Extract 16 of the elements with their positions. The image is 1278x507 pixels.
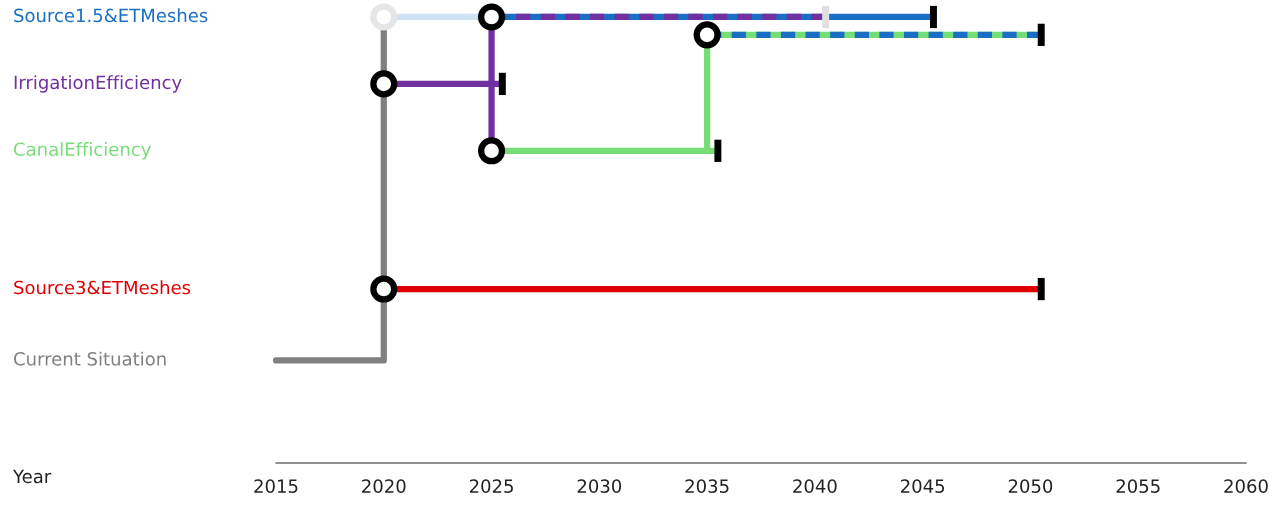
x-tick-label: 2020 xyxy=(362,479,406,493)
x-tick-label: 2015 xyxy=(254,479,298,493)
text: Source3&ETMeshes xyxy=(14,280,191,295)
text: Year xyxy=(12,469,52,484)
x-tick-label: 2060 xyxy=(1224,479,1268,493)
x-tick-label: 2040 xyxy=(793,479,837,493)
x-tick-label: 2030 xyxy=(577,479,622,493)
text: Source1.5&ETMeshes xyxy=(14,8,208,23)
x-tick-label: 2025 xyxy=(469,479,513,493)
x-tick-label: 2035 xyxy=(685,479,729,493)
text: IrrigationEfficiency xyxy=(14,75,182,93)
text: CanalEfficiency xyxy=(14,142,151,160)
x-tick-label: 2045 xyxy=(901,479,945,493)
x-tick-label: 2055 xyxy=(1116,479,1160,493)
text: Current Situation xyxy=(14,351,166,366)
x-tick-label: 2050 xyxy=(1008,479,1053,493)
